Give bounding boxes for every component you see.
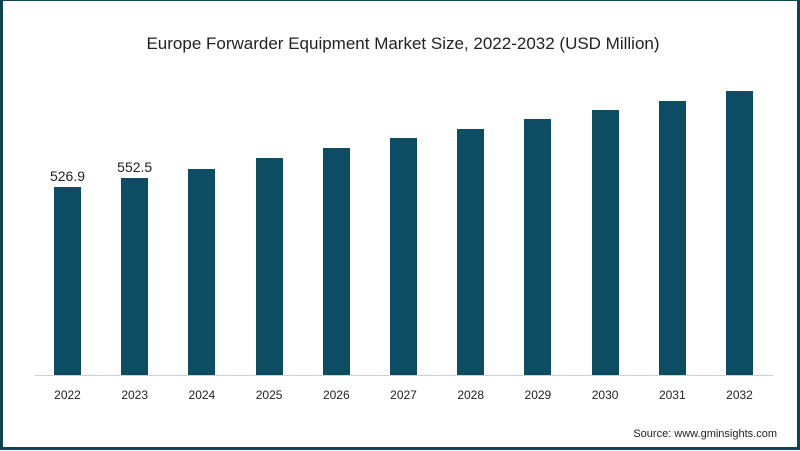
bar-value-label: 526.9: [49, 168, 86, 184]
bar-2022: [54, 187, 81, 375]
bar-2023: [121, 178, 149, 375]
source-note: Source: www.gminsights.com: [633, 428, 777, 440]
x-tick-label: 2023: [121, 388, 149, 402]
x-axis-line: [35, 375, 773, 376]
plot-area: 526.9 2022 552.5 2023 2024 2025 2026 2027 2028 20…: [3, 1, 800, 451]
bar-2031: [658, 101, 686, 375]
bar-2027: [390, 138, 417, 375]
bar-2028: [457, 129, 485, 375]
x-tick-label: 2028: [457, 388, 485, 402]
bar-2029: [524, 119, 552, 375]
bar-2030: [591, 110, 619, 375]
bar-2032: [726, 91, 753, 375]
x-tick-label: 2026: [322, 388, 350, 402]
x-tick-label: 2032: [726, 388, 753, 402]
bar-2024: [188, 169, 216, 375]
chart-title: Europe Forwarder Equipment Market Size, …: [146, 34, 660, 53]
bar-value-label: 552.5: [117, 159, 153, 175]
bar-2026: [322, 148, 350, 375]
x-tick-label: 2024: [188, 388, 216, 402]
x-tick-label: 2022: [54, 388, 81, 402]
x-tick-label: 2025: [255, 388, 283, 402]
x-tick-label: 2030: [591, 388, 619, 402]
x-tick-label: 2031: [658, 388, 686, 402]
bar-2025: [255, 158, 283, 375]
x-tick-label: 2029: [524, 388, 552, 402]
x-tick-label: 2027: [390, 388, 417, 402]
